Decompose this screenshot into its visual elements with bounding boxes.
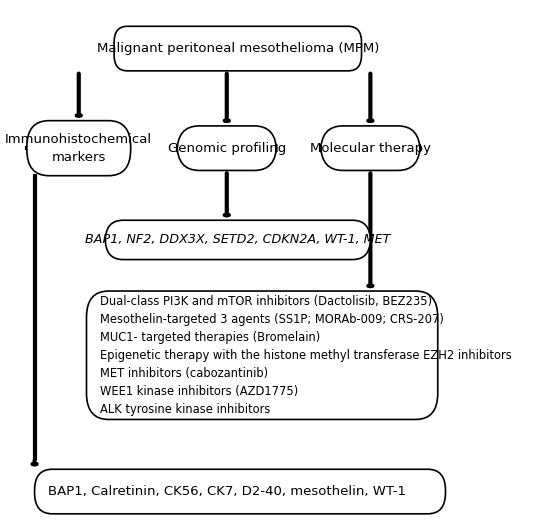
FancyBboxPatch shape xyxy=(114,26,362,71)
Text: Dual-class PI3K and mTOR inhibitors (Dactolisib, BEZ235)
Mesothelin-targeted 3 a: Dual-class PI3K and mTOR inhibitors (Dac… xyxy=(100,295,511,416)
FancyBboxPatch shape xyxy=(35,469,446,514)
FancyBboxPatch shape xyxy=(320,126,420,170)
Text: BAP1, Calretinin, CK56, CK7, D2-40, mesothelin, WT-1: BAP1, Calretinin, CK56, CK7, D2-40, meso… xyxy=(48,485,406,498)
Text: Genomic profiling: Genomic profiling xyxy=(167,142,286,154)
Text: Malignant peritoneal mesothelioma (MPM): Malignant peritoneal mesothelioma (MPM) xyxy=(97,42,379,55)
FancyBboxPatch shape xyxy=(105,220,370,260)
Text: Molecular therapy: Molecular therapy xyxy=(310,142,431,154)
FancyBboxPatch shape xyxy=(27,121,131,175)
FancyBboxPatch shape xyxy=(177,126,277,170)
FancyBboxPatch shape xyxy=(87,291,438,419)
Text: BAP1, NF2, DDX3X, SETD2, CDKN2A, WT-1, MET: BAP1, NF2, DDX3X, SETD2, CDKN2A, WT-1, M… xyxy=(85,233,391,247)
Text: Immunohistochemical
markers: Immunohistochemical markers xyxy=(5,133,152,164)
